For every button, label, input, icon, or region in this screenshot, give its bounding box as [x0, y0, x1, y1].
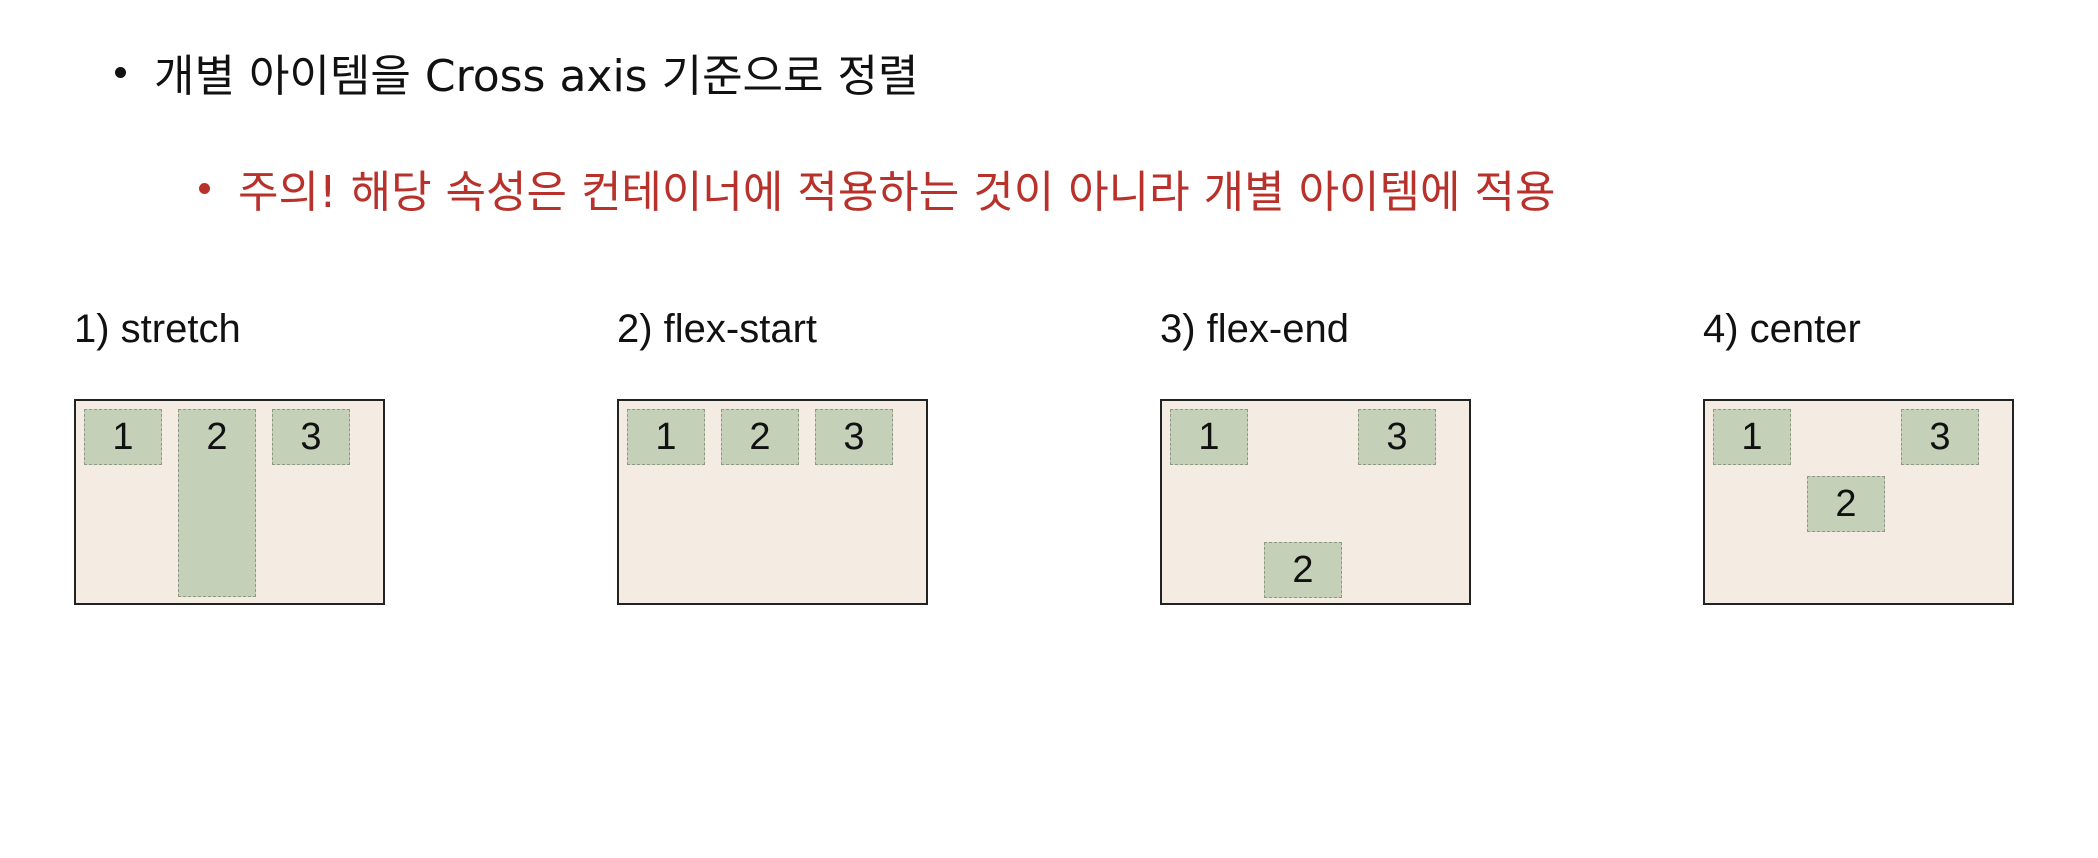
flex-item: 1: [627, 409, 705, 465]
flex-item: 3: [272, 409, 350, 465]
main-bullet-text: 개별 아이템을 Cross axis 기준으로 정렬: [154, 51, 919, 102]
container-flex-end: 1 3 2: [1160, 399, 1471, 605]
note-bullet: 주의! 해당 속성은 컨테이너에 적용하는 것이 아니라 개별 아이템에 적용: [199, 158, 1555, 218]
flex-item: 1: [84, 409, 162, 465]
flex-item-end: 2: [1264, 542, 1342, 598]
flex-item: 3: [1358, 409, 1436, 465]
main-bullet: 개별 아이템을 Cross axis 기준으로 정렬: [115, 42, 918, 102]
flex-item: 3: [1901, 409, 1979, 465]
container-flex-start: 1 2 3: [617, 399, 928, 605]
bullet-icon: [199, 182, 210, 194]
panel-title-flex-end: 3) flex-end: [1160, 307, 1349, 351]
flex-item: 1: [1170, 409, 1248, 465]
panel-title-center: 4) center: [1703, 307, 1861, 351]
note-bullet-text: 주의! 해당 속성은 컨테이너에 적용하는 것이 아니라 개별 아이템에 적용: [238, 167, 1556, 218]
container-center: 1 3 2: [1703, 399, 2014, 605]
flex-item-centered: 2: [1807, 476, 1885, 532]
bullet-icon: [115, 66, 126, 78]
panel-title-stretch: 1) stretch: [74, 307, 241, 351]
flex-item: 2: [721, 409, 799, 465]
flex-item: 1: [1713, 409, 1791, 465]
panel-title-flex-start: 2) flex-start: [617, 307, 818, 351]
container-stretch: 1 2 3: [74, 399, 385, 605]
flex-item-stretched: 2: [178, 409, 256, 597]
flex-item: 3: [815, 409, 893, 465]
